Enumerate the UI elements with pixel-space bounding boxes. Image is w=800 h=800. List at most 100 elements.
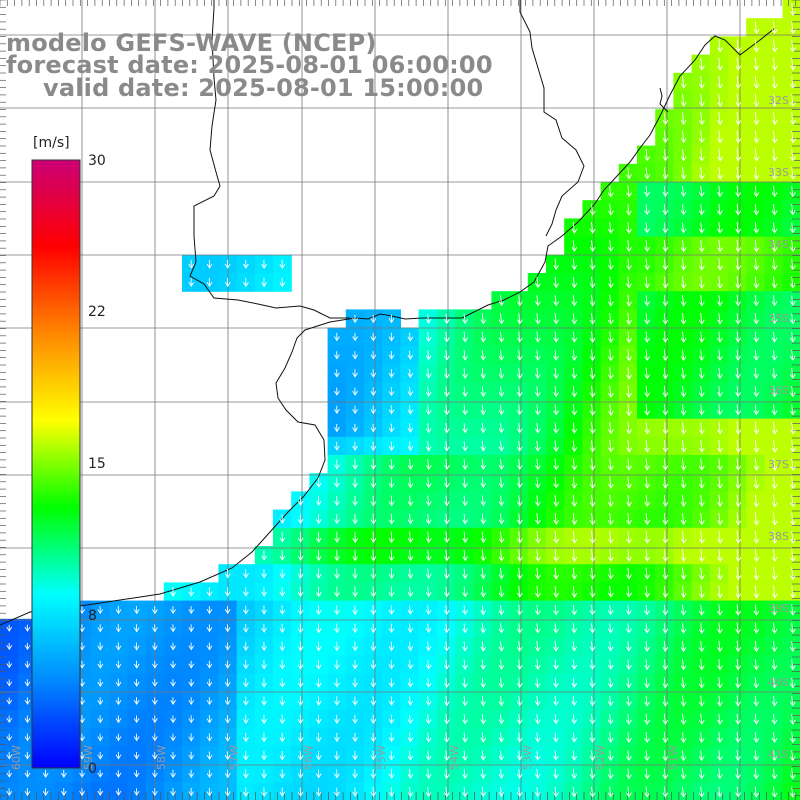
wind-arrow: [334, 586, 340, 598]
latitude-label: 41S: [768, 748, 789, 761]
wind-arrow: [535, 440, 541, 452]
wind-arrow: [388, 423, 395, 433]
wind-arrow: [370, 351, 377, 360]
wind-arrow: [589, 604, 596, 616]
wind-arrow: [662, 549, 669, 562]
wind-arrow: [444, 386, 450, 397]
wind-arrow: [534, 659, 541, 670]
wind-arrow: [644, 404, 651, 416]
wind-arrow: [334, 405, 340, 415]
wind-arrow: [753, 659, 760, 671]
wind-arrow: [589, 768, 596, 780]
wind-arrow: [370, 531, 377, 544]
wind-arrow: [735, 57, 742, 71]
wind-arrow: [206, 678, 213, 687]
wind-arrow: [771, 786, 778, 798]
wind-arrow: [462, 349, 468, 361]
wind-arrow: [279, 532, 286, 543]
wind-arrow: [243, 732, 249, 743]
wind-arrow: [717, 258, 723, 271]
wind-arrow: [334, 332, 340, 342]
wind-arrow: [170, 751, 176, 760]
wind-arrow: [224, 733, 231, 742]
wind-arrow: [425, 368, 432, 379]
wind-arrow: [571, 313, 578, 325]
wind-arrow: [589, 750, 596, 761]
wind-arrow: [644, 148, 651, 162]
wind-arrow: [24, 769, 31, 778]
wind-arrow: [589, 695, 596, 707]
wind-arrow: [698, 294, 705, 307]
wind-arrow: [789, 659, 796, 671]
wind-arrow: [315, 769, 322, 779]
wind-arrow: [589, 294, 596, 307]
wind-arrow: [589, 203, 596, 216]
wind-arrow: [151, 751, 158, 760]
wind-arrow: [717, 57, 724, 71]
wind-arrow: [735, 239, 742, 253]
wind-arrow: [152, 788, 158, 797]
wind-arrow: [662, 659, 669, 671]
wind-arrow: [571, 331, 578, 343]
wind-arrow: [334, 605, 340, 616]
wind-arrow: [425, 714, 432, 725]
wind-arrow: [407, 513, 414, 525]
wind-arrow: [771, 404, 778, 416]
wind-arrow: [589, 641, 596, 652]
wind-arrow: [297, 568, 304, 579]
wind-arrow: [152, 642, 158, 651]
wind-arrow: [297, 641, 304, 652]
wind-arrow: [699, 148, 705, 162]
wind-arrow: [662, 421, 669, 435]
wind-arrow: [388, 387, 395, 397]
title-model: modelo GEFS-WAVE (NCEP): [6, 29, 377, 57]
wind-arrow: [589, 494, 596, 508]
wind-arrow: [626, 439, 632, 453]
wind-arrow: [753, 713, 760, 725]
wind-arrow: [243, 569, 249, 579]
wind-arrow: [607, 240, 614, 252]
field-cell: [782, 600, 800, 620]
wind-arrow: [407, 368, 414, 379]
wind-arrow: [480, 477, 487, 489]
wind-arrow: [462, 477, 469, 489]
wind-arrow: [753, 458, 760, 471]
wind-arrow: [717, 112, 724, 126]
wind-arrow: [735, 458, 742, 471]
wind-arrow: [607, 421, 614, 435]
wind-arrow: [680, 677, 687, 689]
wind-arrow: [480, 677, 487, 689]
wind-arrow: [735, 386, 742, 398]
wind-arrow: [626, 476, 632, 489]
wind-arrow: [662, 622, 669, 634]
wind-arrow: [388, 660, 395, 670]
wind-arrow: [790, 530, 796, 544]
wind-arrow: [699, 94, 705, 107]
wind-arrow: [644, 458, 651, 471]
wind-arrow: [425, 586, 432, 598]
wind-arrow: [625, 623, 632, 634]
wind-arrow: [789, 695, 796, 707]
wind-arrow: [553, 295, 560, 307]
wind-arrow: [261, 750, 268, 761]
wind-arrow: [480, 641, 487, 652]
wind-arrow: [315, 605, 322, 616]
wind-arrow: [698, 494, 705, 508]
field-cell: [782, 418, 800, 438]
wind-arrow: [607, 494, 614, 508]
wind-arrow: [224, 751, 231, 761]
wind-arrow: [571, 440, 578, 453]
wind-arrow: [151, 715, 158, 724]
wind-arrow: [388, 441, 395, 452]
wind-arrow: [188, 278, 195, 287]
wind-arrow: [662, 786, 669, 798]
wind-arrow: [571, 677, 578, 688]
wind-arrow: [170, 697, 176, 705]
wind-arrow: [698, 313, 705, 325]
wind-arrow: [115, 678, 122, 687]
wind-arrow: [771, 585, 778, 599]
wind-arrow: [516, 295, 523, 307]
wind-arrow: [297, 714, 304, 725]
field-cell: [782, 400, 800, 420]
